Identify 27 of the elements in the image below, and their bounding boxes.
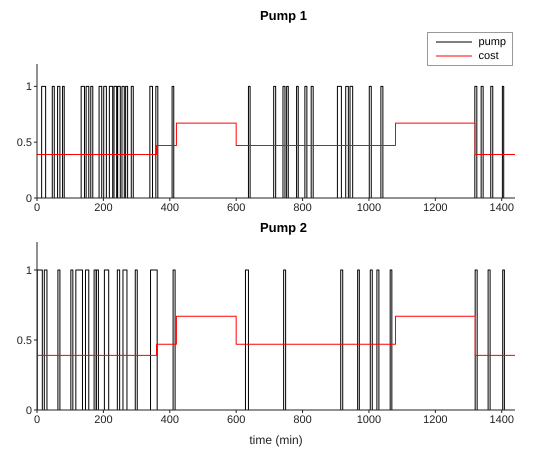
x-tick-label: 0 [34, 414, 40, 426]
x-tick-label: 600 [226, 414, 246, 426]
y-tick-label: 1 [26, 264, 32, 277]
x-tick-label: 1200 [423, 414, 448, 426]
y-tick-label: 0.5 [16, 334, 32, 347]
x-tick-label: 1400 [489, 414, 514, 426]
chart-title: Pump 2 [259, 220, 308, 237]
x-tick-label: 0 [34, 202, 40, 214]
y-tick-label: 0.5 [16, 137, 32, 150]
y-tick-label: 1 [26, 81, 32, 94]
x-tick-label: 1200 [423, 202, 448, 214]
x-tick-label: 800 [293, 414, 312, 426]
x-tick-label: 600 [226, 202, 246, 214]
x-tick-label: 1000 [356, 414, 382, 426]
x-tick-label: 1400 [489, 202, 514, 214]
x-tick-label: 1000 [356, 202, 382, 214]
x-axis-title: time (min) [249, 433, 303, 447]
x-tick-label: 200 [94, 202, 113, 214]
legend-label: pump [478, 35, 506, 49]
y-tick-label: 0 [26, 192, 32, 205]
legend-label: cost [478, 49, 499, 63]
x-tick-label: 200 [94, 414, 113, 426]
chart-title: Pump 1 [259, 8, 308, 25]
x-tick-label: 400 [160, 414, 179, 426]
x-tick-label: 800 [293, 202, 312, 214]
x-tick-label: 400 [160, 202, 179, 214]
y-tick-label: 0 [26, 404, 32, 417]
